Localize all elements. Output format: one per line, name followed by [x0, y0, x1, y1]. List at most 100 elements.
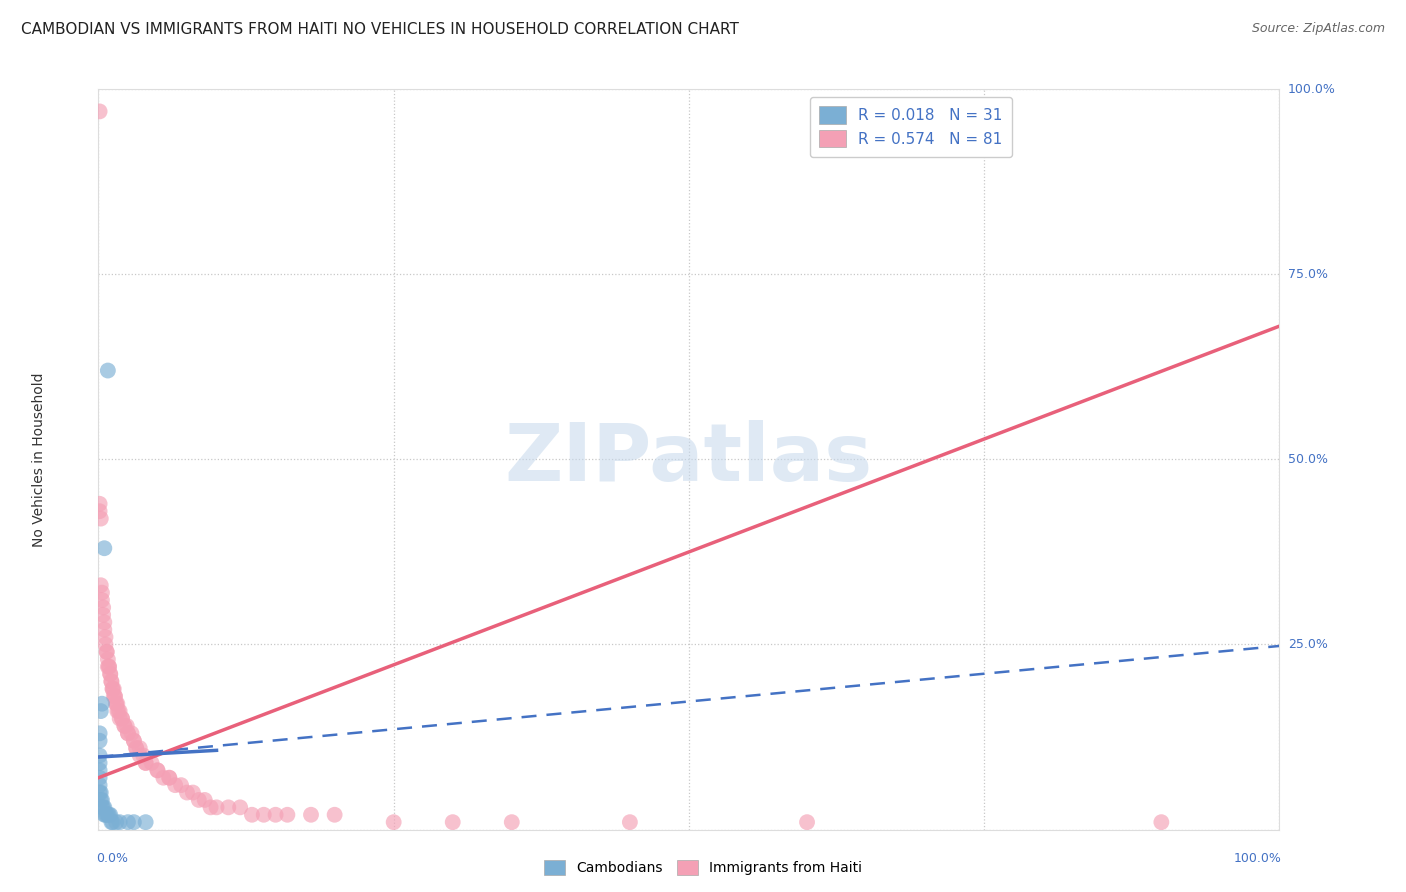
- Point: [122, 815, 145, 830]
- Point: [91, 800, 114, 814]
- Point: [91, 793, 114, 807]
- Point: [93, 623, 115, 637]
- Point: [98, 667, 121, 681]
- Point: [141, 756, 163, 770]
- Point: [152, 771, 174, 785]
- Point: [101, 681, 124, 696]
- Point: [89, 748, 111, 763]
- Point: [89, 733, 111, 747]
- Point: [103, 681, 125, 696]
- Point: [323, 807, 346, 822]
- Point: [122, 733, 145, 747]
- Point: [91, 697, 114, 711]
- Point: [97, 659, 120, 673]
- Point: [105, 704, 128, 718]
- Point: [181, 786, 204, 800]
- Point: [91, 600, 114, 615]
- Point: [93, 541, 115, 556]
- Point: [205, 800, 228, 814]
- Point: [108, 712, 131, 726]
- Point: [240, 807, 263, 822]
- Point: [1150, 815, 1173, 830]
- Point: [89, 764, 111, 778]
- Point: [98, 807, 121, 822]
- Text: 25.0%: 25.0%: [1288, 638, 1327, 651]
- Text: 75.0%: 75.0%: [1288, 268, 1327, 281]
- Point: [96, 645, 118, 659]
- Point: [98, 667, 121, 681]
- Point: [94, 637, 117, 651]
- Point: [98, 659, 121, 673]
- Point: [97, 807, 120, 822]
- Text: 0.0%: 0.0%: [96, 852, 128, 864]
- Point: [382, 815, 405, 830]
- Legend: Cambodians, Immigrants from Haiti: Cambodians, Immigrants from Haiti: [538, 855, 868, 880]
- Point: [146, 764, 169, 778]
- Text: ZIPatlas: ZIPatlas: [505, 420, 873, 499]
- Point: [146, 764, 169, 778]
- Point: [111, 712, 134, 726]
- Point: [105, 815, 128, 830]
- Point: [187, 793, 209, 807]
- Point: [229, 800, 252, 814]
- Point: [104, 690, 127, 704]
- Point: [108, 704, 131, 718]
- Point: [117, 726, 139, 740]
- Point: [441, 815, 464, 830]
- Point: [89, 778, 111, 792]
- Point: [100, 674, 122, 689]
- Point: [94, 807, 117, 822]
- Point: [90, 578, 112, 592]
- Point: [90, 786, 112, 800]
- Point: [132, 748, 155, 763]
- Point: [101, 681, 124, 696]
- Point: [94, 630, 117, 644]
- Point: [122, 733, 145, 747]
- Point: [103, 690, 125, 704]
- Point: [108, 815, 131, 830]
- Point: [112, 719, 135, 733]
- Point: [117, 726, 139, 740]
- Point: [91, 593, 114, 607]
- Point: [89, 786, 111, 800]
- Point: [170, 778, 193, 792]
- Point: [253, 807, 276, 822]
- Point: [100, 815, 122, 830]
- Point: [619, 815, 641, 830]
- Point: [128, 748, 150, 763]
- Point: [89, 504, 111, 518]
- Point: [125, 741, 148, 756]
- Point: [93, 807, 115, 822]
- Point: [90, 704, 112, 718]
- Point: [115, 719, 138, 733]
- Text: 50.0%: 50.0%: [1288, 453, 1327, 466]
- Text: 100.0%: 100.0%: [1234, 852, 1282, 864]
- Point: [89, 104, 111, 119]
- Point: [89, 756, 111, 770]
- Point: [90, 793, 112, 807]
- Point: [299, 807, 322, 822]
- Point: [111, 712, 134, 726]
- Point: [98, 659, 121, 673]
- Point: [501, 815, 523, 830]
- Point: [105, 697, 128, 711]
- Point: [107, 704, 129, 718]
- Point: [194, 793, 217, 807]
- Point: [121, 726, 143, 740]
- Text: No Vehicles in Household: No Vehicles in Household: [32, 372, 46, 547]
- Point: [217, 800, 239, 814]
- Point: [91, 800, 114, 814]
- Point: [796, 815, 818, 830]
- Point: [157, 771, 180, 785]
- Point: [125, 741, 148, 756]
- Point: [276, 807, 298, 822]
- Text: 100.0%: 100.0%: [1288, 83, 1336, 95]
- Point: [135, 815, 157, 830]
- Point: [98, 807, 121, 822]
- Point: [89, 497, 111, 511]
- Point: [165, 778, 187, 792]
- Point: [200, 800, 222, 814]
- Point: [101, 815, 124, 830]
- Point: [89, 726, 111, 740]
- Legend: R = 0.018   N = 31, R = 0.574   N = 81: R = 0.018 N = 31, R = 0.574 N = 81: [810, 97, 1012, 157]
